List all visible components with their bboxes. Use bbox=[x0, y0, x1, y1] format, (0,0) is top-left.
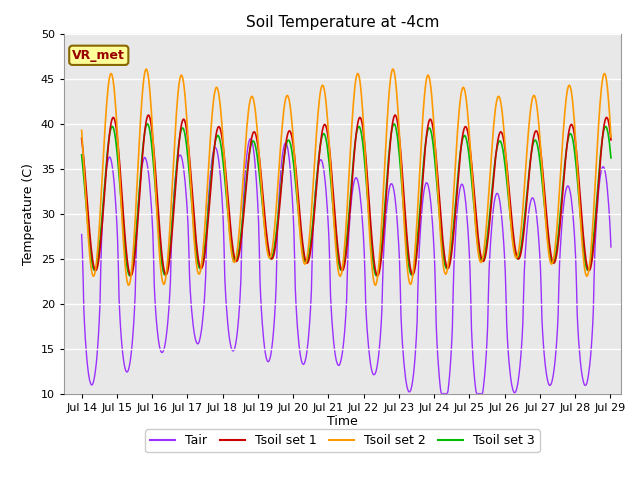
Tsoil set 2 bbox=[216, 104, 224, 110]
Tsoil set 3 bbox=[193, 254, 201, 260]
Tsoil set 2 bbox=[125, 282, 132, 288]
Tsoil set 2 bbox=[604, 84, 611, 90]
Tsoil set 3 bbox=[539, 184, 547, 190]
Tair bbox=[192, 339, 200, 345]
Tair bbox=[246, 136, 254, 142]
Tair bbox=[539, 331, 547, 336]
Tsoil set 2 bbox=[142, 66, 150, 72]
Tsoil set 2 bbox=[607, 134, 615, 140]
Line: Tsoil set 1: Tsoil set 1 bbox=[82, 115, 611, 276]
Tsoil set 1 bbox=[194, 251, 202, 257]
Tsoil set 2 bbox=[539, 175, 547, 180]
Title: Soil Temperature at -4cm: Soil Temperature at -4cm bbox=[246, 15, 439, 30]
Tair bbox=[308, 288, 316, 293]
Line: Tsoil set 2: Tsoil set 2 bbox=[82, 69, 611, 285]
Tsoil set 3 bbox=[373, 273, 381, 279]
Y-axis label: Temperature (C): Temperature (C) bbox=[22, 163, 35, 264]
Tsoil set 3 bbox=[480, 255, 488, 261]
Tair bbox=[215, 159, 223, 165]
Tair bbox=[604, 185, 611, 191]
Line: Tair: Tair bbox=[82, 139, 611, 394]
Tair bbox=[480, 380, 488, 385]
Tsoil set 1 bbox=[216, 126, 224, 132]
Tsoil set 3 bbox=[604, 127, 611, 132]
Tsoil set 1 bbox=[78, 135, 86, 141]
Tsoil set 3 bbox=[216, 136, 223, 142]
X-axis label: Time: Time bbox=[327, 415, 358, 429]
Tair bbox=[78, 232, 86, 238]
Text: VR_met: VR_met bbox=[72, 49, 125, 62]
Tsoil set 1 bbox=[127, 273, 134, 279]
Tsoil set 1 bbox=[607, 137, 615, 143]
Tair bbox=[438, 391, 445, 396]
Legend: Tair, Tsoil set 1, Tsoil set 2, Tsoil set 3: Tair, Tsoil set 1, Tsoil set 2, Tsoil se… bbox=[145, 429, 540, 452]
Tsoil set 1 bbox=[604, 115, 611, 121]
Tsoil set 3 bbox=[308, 233, 316, 239]
Tsoil set 1 bbox=[480, 258, 488, 264]
Tsoil set 1 bbox=[308, 234, 316, 240]
Tsoil set 2 bbox=[308, 198, 316, 204]
Tsoil set 3 bbox=[78, 152, 86, 158]
Line: Tsoil set 3: Tsoil set 3 bbox=[82, 124, 611, 276]
Tsoil set 3 bbox=[144, 121, 152, 127]
Tair bbox=[607, 244, 615, 250]
Tsoil set 2 bbox=[480, 248, 488, 253]
Tsoil set 1 bbox=[539, 168, 547, 173]
Tsoil set 2 bbox=[194, 268, 202, 274]
Tsoil set 2 bbox=[78, 128, 86, 133]
Tsoil set 3 bbox=[607, 155, 615, 161]
Tsoil set 1 bbox=[145, 112, 152, 118]
